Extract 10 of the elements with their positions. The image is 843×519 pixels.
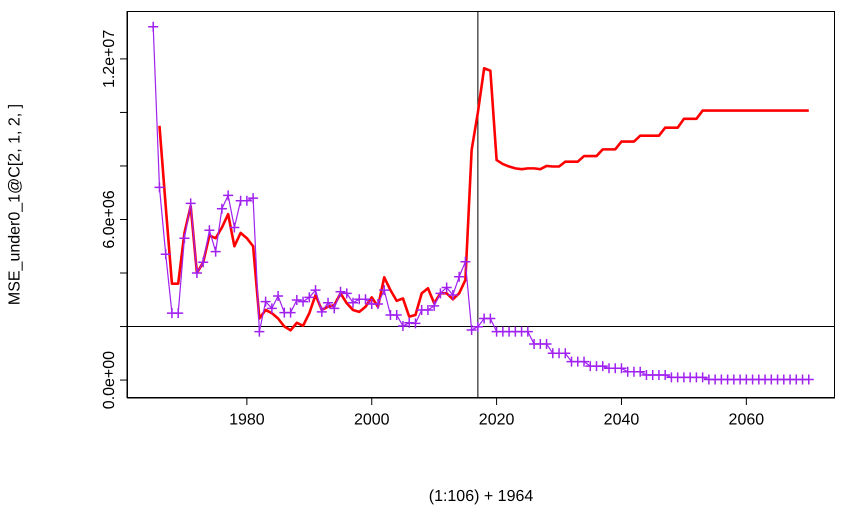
y-axis-title: MSE_under0_1@C[2, 1, 2, ]	[6, 104, 24, 306]
x-tick-label: 2060	[728, 411, 764, 428]
x-tick-label: 2040	[604, 411, 640, 428]
y-tick-label: 1.2e+07	[101, 30, 118, 88]
x-tick-label: 1980	[229, 411, 265, 428]
x-tick-label: 2020	[478, 411, 515, 428]
x-tick-label: 2000	[354, 411, 390, 428]
y-tick-label: 0.0e+00	[101, 350, 118, 410]
x-axis-title: (1:106) + 1964	[428, 488, 534, 505]
y-tick-label: 6.0e+06	[101, 190, 118, 249]
